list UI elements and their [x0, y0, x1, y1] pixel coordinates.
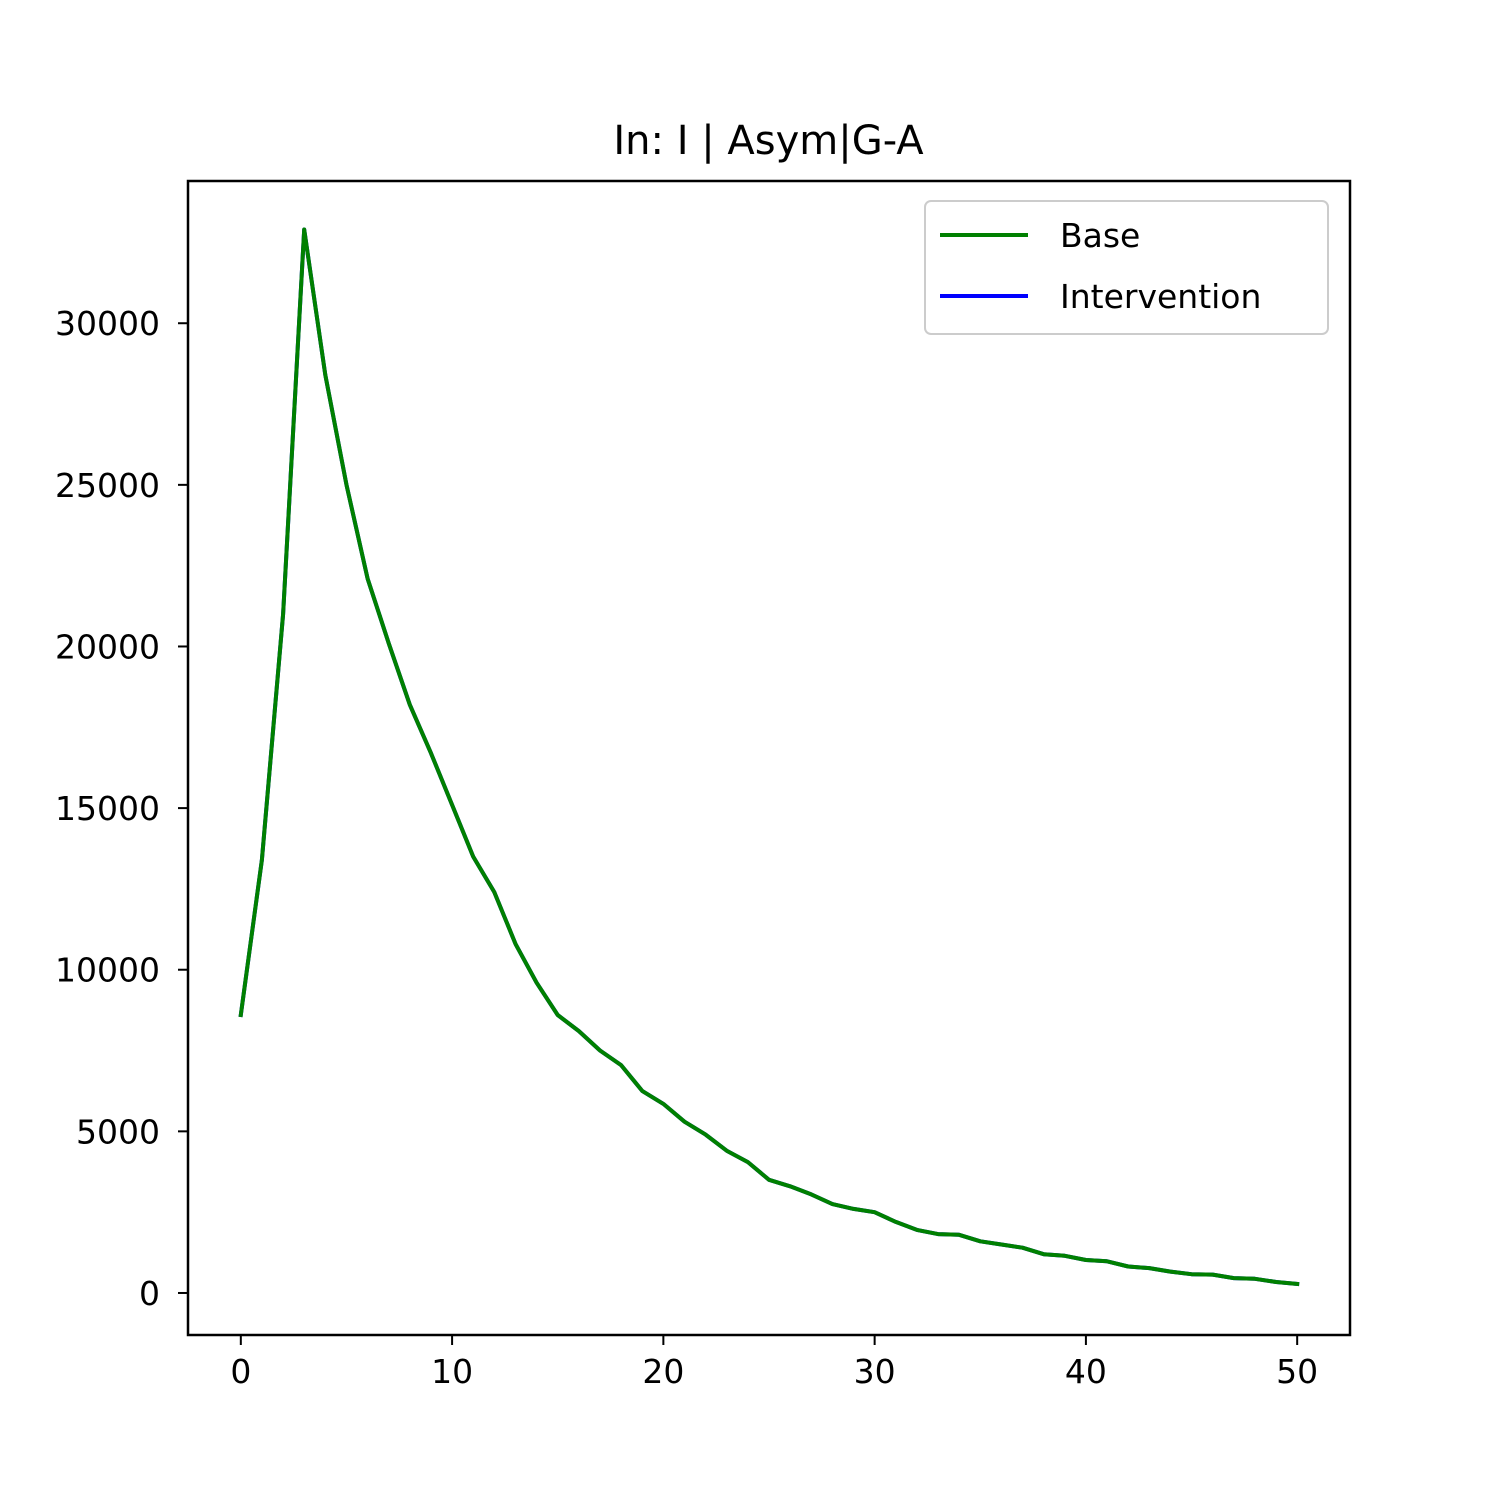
y-tick-label: 10000 [55, 951, 160, 990]
y-tick-label: 25000 [55, 466, 160, 505]
series-line-base [238, 227, 1300, 1287]
x-tick-label: 30 [854, 1352, 896, 1391]
legend-label-base: Base [1060, 216, 1140, 255]
legend: Base Intervention [924, 200, 1329, 335]
x-tick-label: 20 [642, 1352, 684, 1391]
legend-label-intervention: Intervention [1060, 277, 1261, 316]
y-axis: 0 5000 10000 15000 20000 25000 30000 [55, 304, 188, 1313]
x-tick-label: 0 [230, 1352, 251, 1391]
y-tick-label: 0 [139, 1274, 160, 1313]
y-tick-label: 20000 [55, 627, 160, 666]
x-tick-label: 50 [1276, 1352, 1318, 1391]
x-tick-label: 10 [431, 1352, 473, 1391]
x-axis: 0 10 20 30 40 50 [230, 1335, 1318, 1391]
y-tick-label: 15000 [55, 789, 160, 828]
y-tick-label: 5000 [76, 1112, 160, 1151]
series-line-intervention [238, 227, 1300, 1287]
y-tick-label: 30000 [55, 304, 160, 343]
chart-title: In: I | Asym|G-A [613, 118, 924, 164]
plot-area-frame [186, 179, 1352, 1337]
x-tick-label: 40 [1065, 1352, 1107, 1391]
series-layer [238, 227, 1300, 1287]
